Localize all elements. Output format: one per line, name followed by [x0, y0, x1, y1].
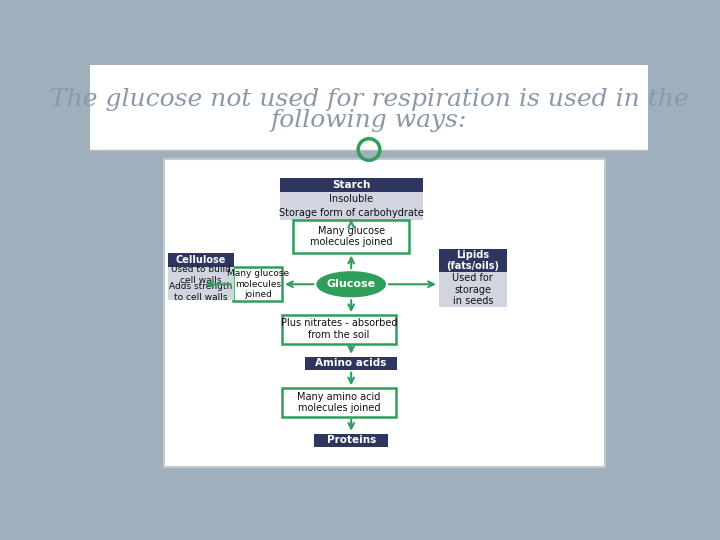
FancyBboxPatch shape: [282, 388, 396, 417]
Text: Adds strength
to cell walls: Adds strength to cell walls: [169, 282, 233, 302]
FancyBboxPatch shape: [280, 206, 423, 220]
Text: Many amino acid
molecules joined: Many amino acid molecules joined: [297, 392, 381, 413]
FancyBboxPatch shape: [314, 434, 388, 447]
Text: Many glucose
molecules
joined: Many glucose molecules joined: [227, 269, 289, 299]
Text: Amino acids: Amino acids: [315, 358, 387, 368]
FancyBboxPatch shape: [438, 272, 507, 307]
Text: Starch: Starch: [333, 180, 371, 190]
Text: Insoluble: Insoluble: [330, 194, 374, 204]
Text: Many glucose
molecules joined: Many glucose molecules joined: [310, 226, 392, 247]
Text: Glucose: Glucose: [327, 279, 376, 289]
FancyBboxPatch shape: [280, 192, 423, 206]
FancyBboxPatch shape: [168, 267, 234, 284]
FancyBboxPatch shape: [305, 356, 397, 370]
FancyBboxPatch shape: [280, 192, 423, 206]
Text: Used to build
cell walls: Used to build cell walls: [171, 265, 231, 285]
Text: Used for
storage
in seeds: Used for storage in seeds: [452, 273, 493, 306]
FancyBboxPatch shape: [168, 284, 234, 300]
FancyBboxPatch shape: [233, 267, 282, 301]
Text: Proteins: Proteins: [327, 435, 376, 445]
Ellipse shape: [316, 271, 386, 298]
Text: The glucose not used for respiration is used in the: The glucose not used for respiration is …: [50, 88, 688, 111]
Text: Lipids
(fats/oils): Lipids (fats/oils): [446, 249, 500, 271]
FancyBboxPatch shape: [90, 65, 648, 150]
Text: following ways:: following ways:: [271, 110, 467, 132]
FancyBboxPatch shape: [163, 159, 606, 467]
FancyBboxPatch shape: [168, 253, 234, 267]
FancyBboxPatch shape: [438, 249, 507, 272]
FancyBboxPatch shape: [280, 178, 423, 192]
Text: Cellulose: Cellulose: [176, 255, 226, 265]
FancyBboxPatch shape: [282, 315, 396, 343]
FancyBboxPatch shape: [293, 220, 409, 253]
Text: Storage form of carbohydrate: Storage form of carbohydrate: [279, 208, 424, 218]
Text: Plus nitrates - absorbed
from the soil: Plus nitrates - absorbed from the soil: [281, 319, 397, 340]
